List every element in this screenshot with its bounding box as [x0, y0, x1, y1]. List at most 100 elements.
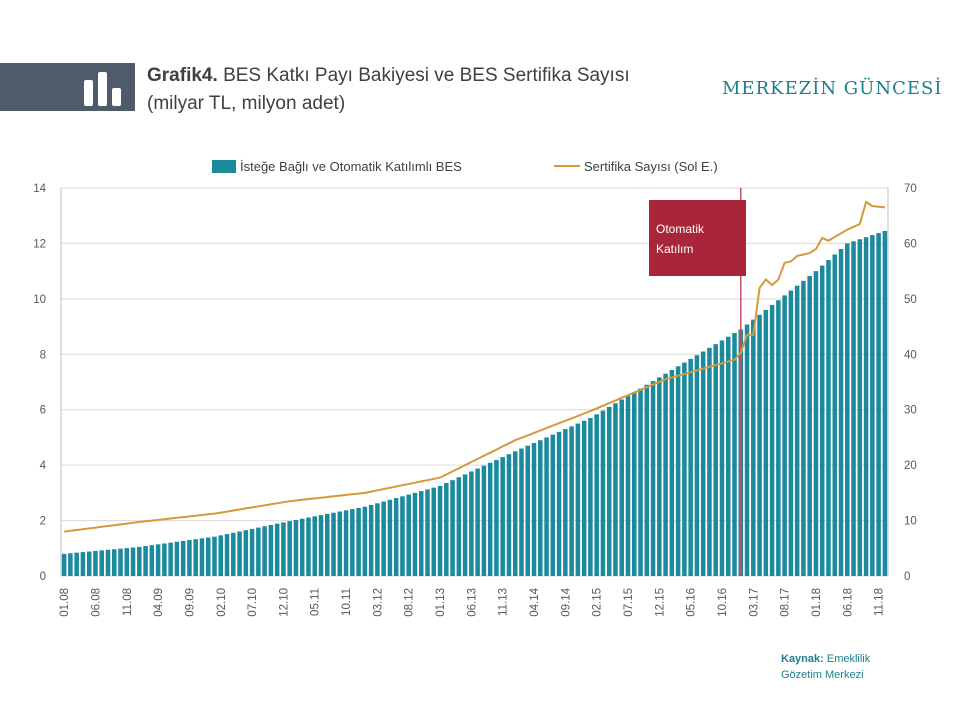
x-tick-label: 05.11 [310, 588, 322, 616]
bar [393, 498, 399, 576]
bar [262, 526, 267, 576]
bar [719, 340, 725, 576]
x-tick-label: 03.17 [748, 588, 760, 617]
bar [675, 366, 681, 576]
bar [744, 324, 750, 576]
bar [581, 420, 587, 576]
left-axis-tick-label: 4 [40, 460, 47, 472]
x-tick-label: 10.11 [341, 588, 353, 616]
bar [863, 237, 869, 576]
bar-chart-icon [84, 72, 121, 106]
x-tick-label: 05.16 [686, 588, 698, 617]
x-tick-label: 11.18 [874, 588, 886, 616]
bar [857, 239, 863, 576]
bar [68, 553, 73, 576]
bar [381, 501, 386, 576]
x-tick-label: 03.12 [372, 588, 384, 617]
bar [519, 448, 524, 576]
x-tick-label: 06.18 [842, 588, 854, 617]
bar [337, 511, 343, 576]
bar [86, 551, 92, 576]
bar [776, 300, 781, 576]
bar [475, 468, 480, 576]
bar [61, 553, 67, 576]
bar [162, 543, 167, 576]
bar [469, 471, 474, 576]
bar [155, 544, 161, 576]
bar [99, 550, 104, 576]
right-axis-tick-label: 0 [904, 571, 910, 583]
bar [487, 462, 493, 576]
bar [456, 477, 462, 576]
right-axis-tick-label: 70 [904, 183, 917, 195]
bar [832, 254, 838, 576]
brand-logo: MERKEZİN GÜNCESİ [722, 78, 943, 99]
bar [180, 540, 186, 576]
bar [882, 230, 888, 576]
bar [870, 235, 875, 576]
bar [406, 494, 411, 576]
x-tick-label: 01.08 [59, 588, 71, 617]
right-axis-tick-label: 40 [904, 349, 917, 361]
bar [193, 539, 198, 576]
x-tick-label: 09.09 [184, 588, 196, 617]
bar [757, 314, 762, 576]
bar [312, 516, 317, 576]
bar [212, 536, 217, 576]
bar [826, 260, 831, 576]
x-tick-label: 07.10 [247, 588, 259, 617]
x-tick-label: 02.10 [216, 588, 228, 617]
source-note: Kaynak: Emeklilik Gözetim Merkezi [781, 651, 870, 683]
bar [111, 549, 117, 576]
bar [437, 485, 443, 576]
bar [256, 527, 261, 576]
left-axis-tick-label: 12 [33, 238, 46, 250]
bar [224, 534, 230, 576]
left-axis-tick-label: 14 [33, 183, 46, 195]
left-axis-tick-label: 6 [40, 405, 46, 417]
chart-title: Grafik4. BES Katkı Payı Bakiyesi ve BES … [147, 62, 707, 118]
bar [187, 540, 192, 576]
bar [356, 507, 361, 576]
bar [638, 388, 643, 576]
bar [249, 528, 255, 576]
bar [575, 423, 581, 576]
bar [243, 530, 249, 576]
bar [362, 506, 368, 576]
bar [550, 434, 556, 576]
left-axis-tick-label: 10 [33, 294, 46, 306]
bar [174, 541, 180, 576]
bar [682, 362, 687, 576]
x-tick-label: 04.09 [153, 588, 165, 617]
x-tick-label: 08.17 [780, 588, 792, 617]
bar [713, 344, 718, 576]
bar [813, 271, 819, 576]
bar [299, 518, 305, 576]
x-tick-label: 01.18 [811, 588, 823, 617]
bar [694, 355, 700, 576]
bar [149, 545, 155, 576]
bar [788, 290, 794, 576]
bar [732, 333, 737, 576]
bar [594, 414, 599, 576]
bar [782, 295, 787, 576]
bar [657, 377, 662, 576]
bar [838, 248, 844, 576]
x-tick-label: 11.08 [122, 588, 134, 616]
bar [500, 457, 505, 576]
source-text-line2: Gözetim Merkezi [781, 669, 864, 681]
title-number: 4. [201, 65, 218, 86]
bar [600, 410, 606, 576]
bar [525, 445, 531, 576]
right-axis-tick-label: 20 [904, 460, 917, 472]
bar [205, 537, 211, 576]
bar [644, 384, 650, 576]
bar [80, 552, 86, 576]
bar [606, 406, 612, 576]
bar [531, 442, 537, 576]
bar [274, 523, 280, 576]
bar [538, 440, 543, 576]
bar [137, 546, 142, 576]
bar [118, 548, 123, 576]
